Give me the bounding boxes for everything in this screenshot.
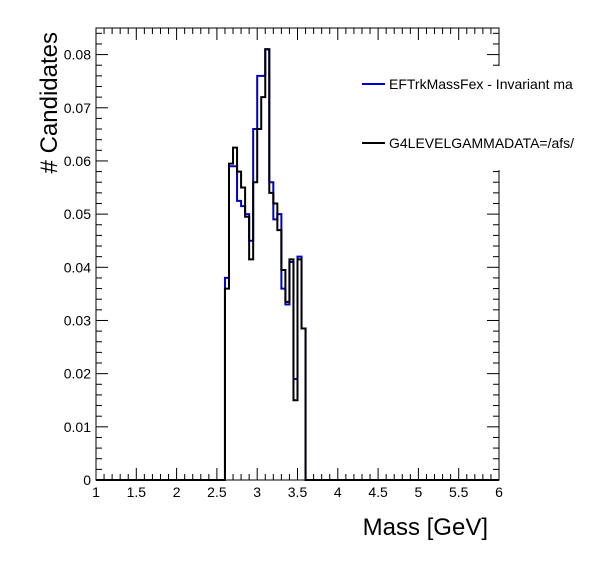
x-tick-label: 2.5 — [207, 484, 227, 500]
y-tick-label: 0.07 — [64, 100, 91, 116]
x-tick-label: 3 — [253, 484, 261, 500]
x-tick-label: 1 — [92, 484, 100, 500]
y-tick-label: 0.03 — [64, 312, 91, 328]
x-tick-label: 5.5 — [449, 484, 469, 500]
y-tick-label: 0 — [83, 472, 91, 488]
y-tick-label: 0.02 — [64, 366, 91, 382]
y-tick-label: 0.04 — [64, 259, 91, 275]
legend: EFTrkMassFex - Invariant ma G4LEVELGAMMA… — [358, 66, 596, 170]
x-tick-label: 3.5 — [288, 484, 308, 500]
y-axis-title: # Candidates — [36, 32, 63, 173]
x-tick-label: 4 — [334, 484, 342, 500]
legend-box — [358, 66, 596, 170]
x-tick-label: 2 — [173, 484, 181, 500]
legend-label-series-2: G4LEVELGAMMADATA=/afs/ — [389, 135, 574, 151]
x-tick-label: 6 — [495, 484, 503, 500]
x-axis-title: Mass [GeV] — [363, 514, 488, 541]
legend-label-series-1: EFTrkMassFex - Invariant ma — [389, 76, 573, 92]
y-tick-label: 0.01 — [64, 419, 91, 435]
x-tick-label: 5 — [415, 484, 423, 500]
y-tick-label: 0.08 — [64, 47, 91, 63]
y-tick-label: 0.05 — [64, 206, 91, 222]
x-tick-label: 4.5 — [368, 484, 388, 500]
series-2 — [96, 48, 499, 481]
y-tick-label: 0.06 — [64, 153, 91, 169]
x-tick-label: 1.5 — [127, 484, 147, 500]
series-layer — [96, 48, 499, 481]
series-2-line — [96, 48, 499, 481]
